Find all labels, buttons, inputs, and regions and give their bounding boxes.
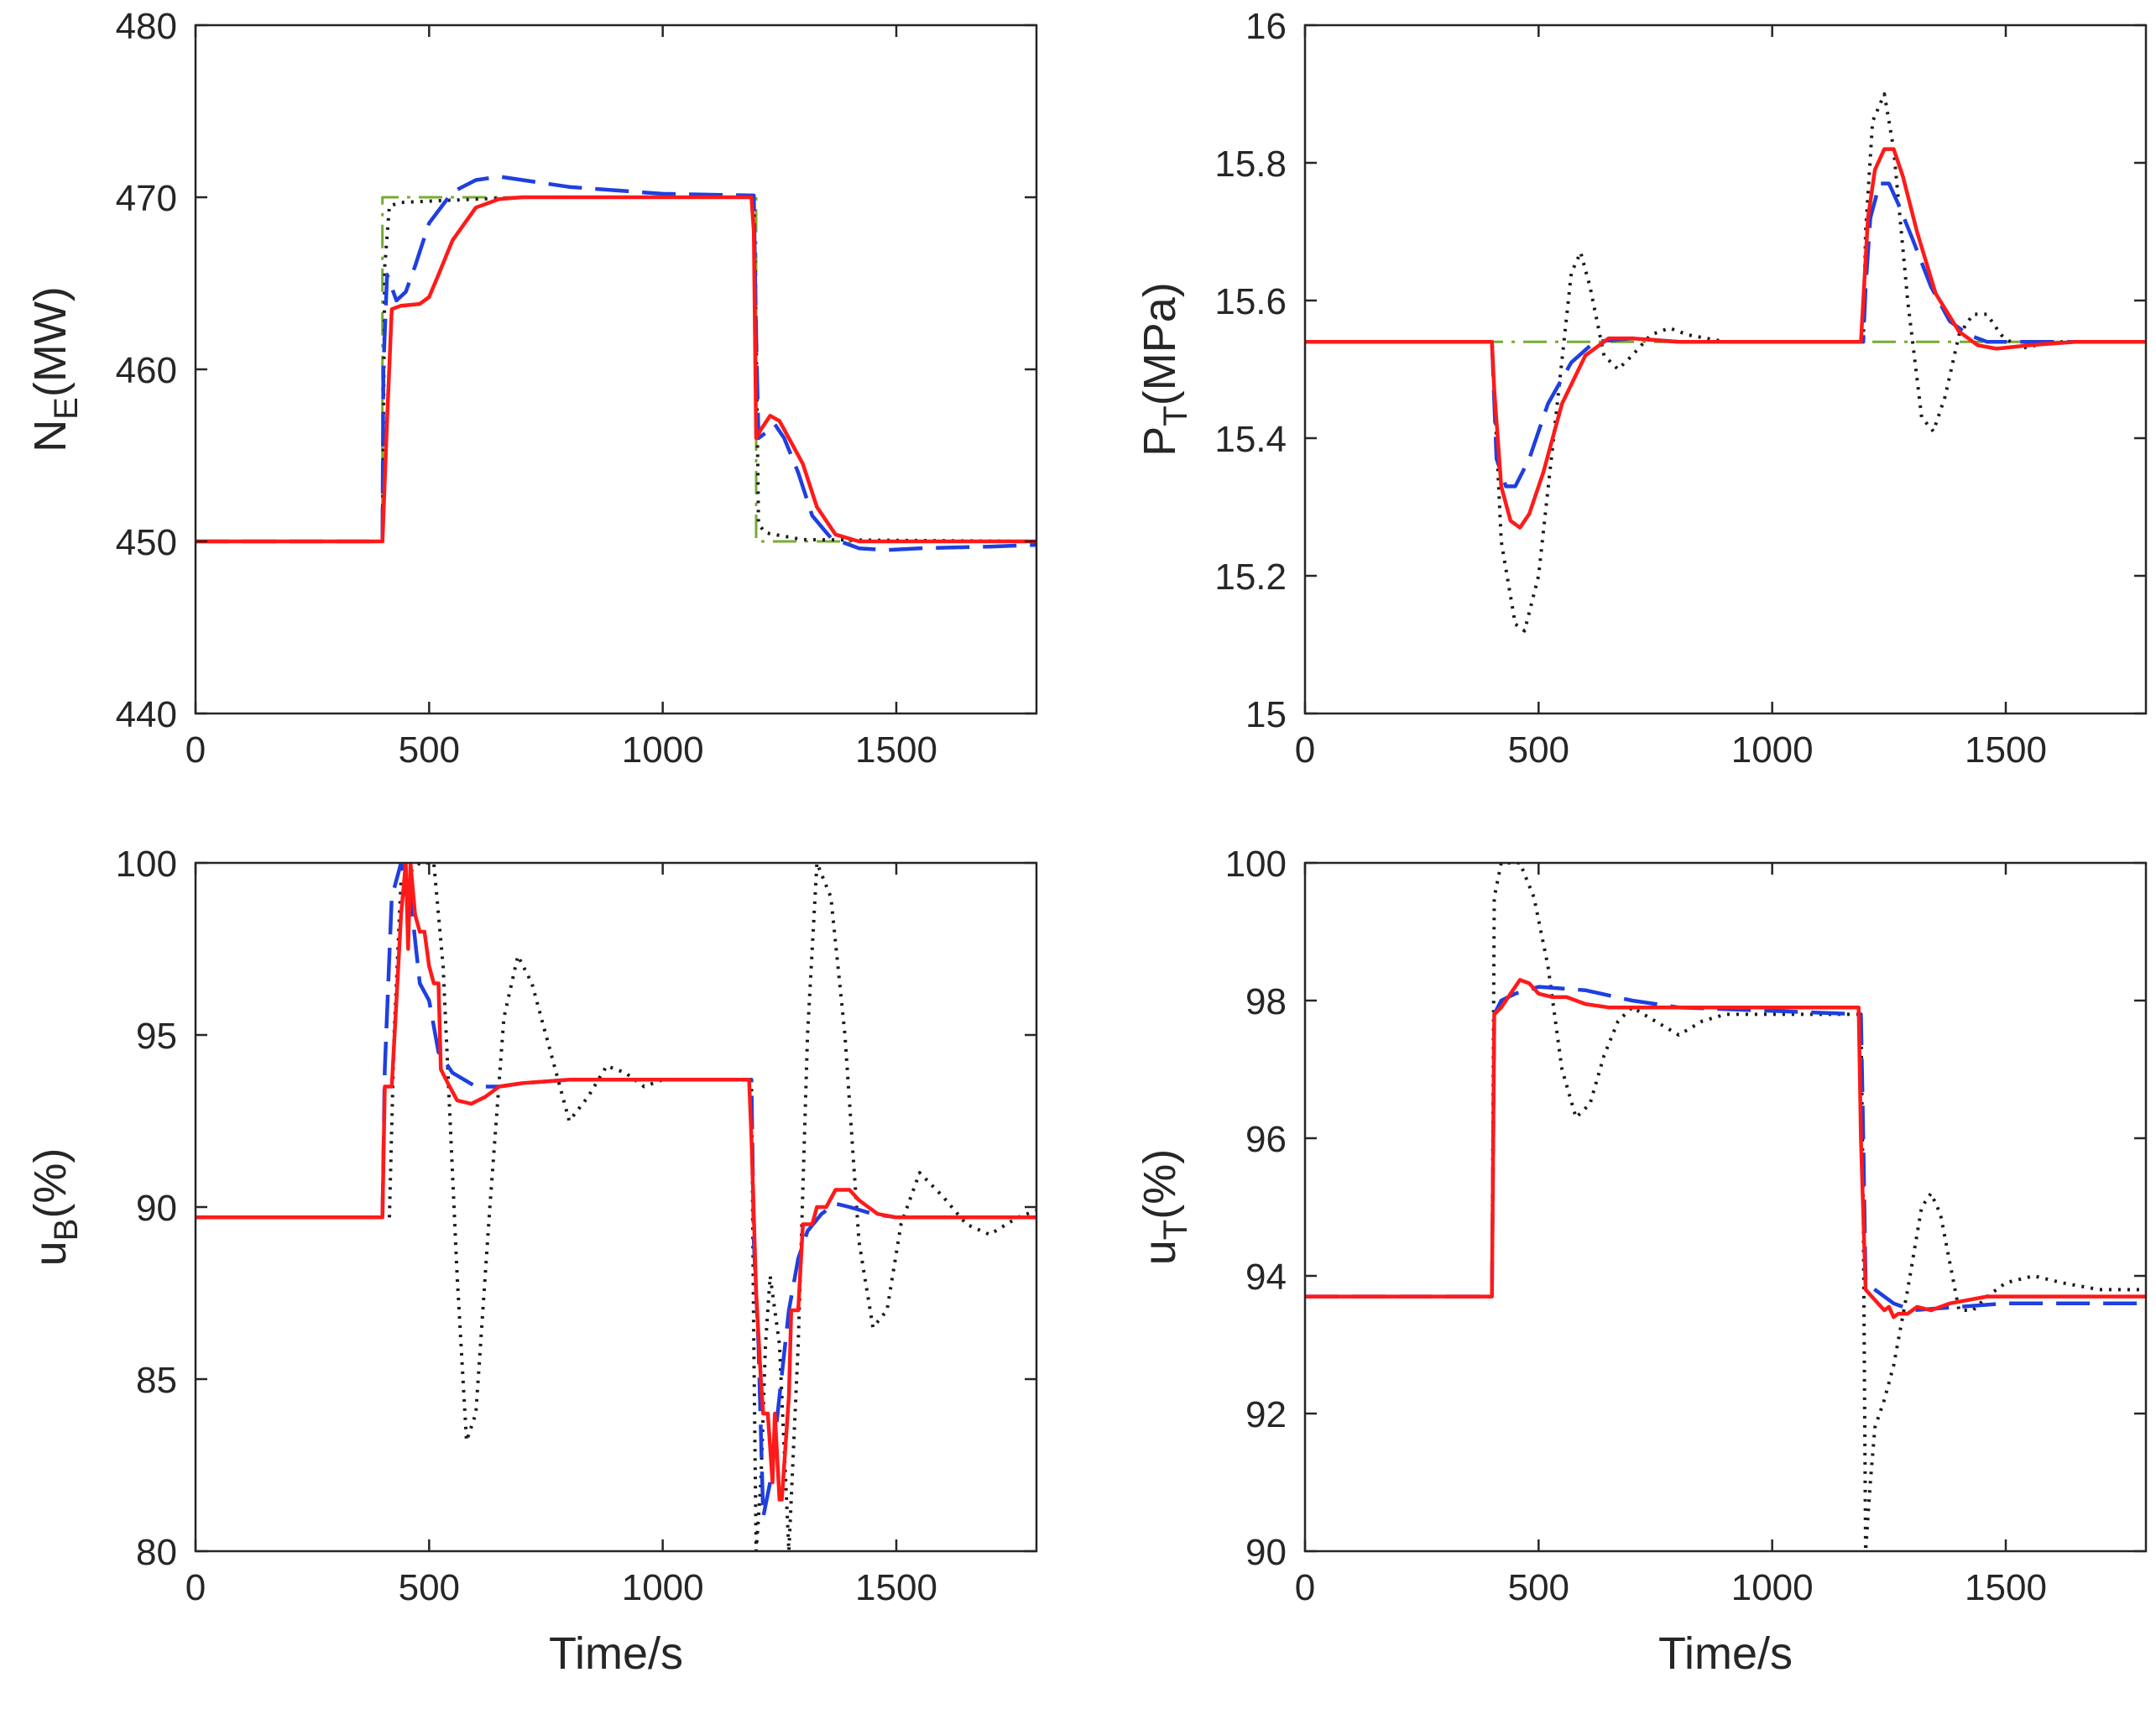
panel-pt-ytick-label: 15.2 <box>1214 557 1287 598</box>
panel-pt-ylabel-sub: T <box>1157 405 1194 426</box>
panel-ut-ytick-label: 94 <box>1245 1257 1287 1298</box>
panel-ut-ylabel-sub: T <box>1157 1220 1194 1240</box>
panel-ne-ylabel-rest: (MW) <box>25 286 76 397</box>
panel-ut: 0 500 1000 1500 90 92 94 96 98 100 uT(%) Time/s <box>1135 844 2148 1679</box>
panel-ub-ylabel-main: u <box>25 1241 76 1266</box>
panel-ut-ytick-label: 98 <box>1245 981 1287 1022</box>
panel-pt-ytick-label: 15.6 <box>1214 281 1287 322</box>
panel-ub-xtick-label: 0 <box>185 1567 206 1608</box>
panel-pt-ytick-label: 15.4 <box>1214 419 1287 460</box>
panel-ub-xtick-label: 500 <box>399 1567 460 1608</box>
panel-ne-xtick-label: 1500 <box>855 729 937 771</box>
panel-ub-ylabel-sub: B <box>48 1219 85 1241</box>
panel-ne-xtick-label: 0 <box>185 729 206 771</box>
panel-ub-series-controller-solid <box>196 863 1036 1502</box>
panel-ne-ytick-label: 480 <box>116 6 177 47</box>
panel-ut-xtick-label: 0 <box>1295 1567 1315 1608</box>
panel-ne-ytick-label: 460 <box>116 350 177 391</box>
panel-ne-series-controller-dotted <box>196 196 1036 543</box>
panel-ut-xtick-label: 500 <box>1508 1567 1569 1608</box>
panel-pt-ylabel-main: P <box>1135 426 1185 457</box>
panel-pt-ylabel: PT(MPa) <box>1135 282 1194 456</box>
panel-pt-xtick-label: 0 <box>1295 729 1315 771</box>
panel-ne-ytick-label: 470 <box>116 178 177 219</box>
panel-ub-plot <box>196 863 1036 1551</box>
panel-pt-ytick-label: 16 <box>1245 6 1287 47</box>
panel-ut-series-controller-solid <box>1305 978 2146 1320</box>
panel-ut-ytick-label: 90 <box>1245 1532 1287 1573</box>
panel-ub-ytick-label: 95 <box>136 1016 177 1057</box>
panel-ub-xtick-label: 1500 <box>855 1567 937 1608</box>
panel-ub-ytick-label: 100 <box>116 844 177 885</box>
panel-pt-series-controller-solid <box>1305 147 2146 530</box>
panel-ut-xtick-label: 1500 <box>1965 1567 2047 1608</box>
panel-pt-ytick-label: 15.8 <box>1214 144 1287 185</box>
panel-ut-ytick-label: 92 <box>1245 1394 1287 1435</box>
panel-ut-xtick-label: 1000 <box>1731 1567 1814 1608</box>
panel-ub-xlabel: Time/s <box>549 1628 683 1679</box>
panel-ut-ylabel-rest: (%) <box>1135 1149 1185 1220</box>
panel-ut-xlabel: Time/s <box>1658 1628 1793 1679</box>
panel-ut-frame <box>1303 861 2148 1553</box>
panel-pt-ticks: 0 500 1000 1500 15 15.2 15.4 15.6 15.8 16 <box>1214 6 2146 771</box>
panel-ne-series-controller-solid <box>196 195 1036 544</box>
panel-ut-series-controller-dashed <box>1305 985 2146 1313</box>
panel-ne-ytick-label: 450 <box>116 522 177 563</box>
panel-ut-ticks: 0 500 1000 1500 90 92 94 96 98 100 <box>1225 844 2146 1608</box>
panel-ne: 0 500 1000 1500 440 450 460 470 480 NE(MW) <box>25 6 1038 771</box>
panel-pt-xtick-label: 500 <box>1508 729 1569 771</box>
panel-pt-series-controller-dashed <box>1305 181 2146 489</box>
panel-pt: 0 500 1000 1500 15 15.2 15.4 15.6 15.8 16 PT(MPa) <box>1135 6 2148 771</box>
panel-ub-ytick-label: 80 <box>136 1532 177 1573</box>
panel-pt-xtick-label: 1000 <box>1731 729 1814 771</box>
panel-ut-plot <box>1305 863 2146 1551</box>
panel-ub-ytick-label: 90 <box>136 1188 177 1229</box>
panel-pt-xtick-label: 1500 <box>1965 729 2047 771</box>
panel-ub-ylabel: uB(%) <box>25 1148 85 1267</box>
panel-ne-ylabel-main: N <box>25 420 76 452</box>
panel-ne-ylabel-sub: E <box>48 397 85 420</box>
panel-pt-frame <box>1303 24 2148 715</box>
panel-ne-series-controller-dashed <box>196 175 1036 552</box>
panel-pt-plot <box>1305 92 2146 633</box>
panel-ut-ylabel-main: u <box>1135 1240 1185 1265</box>
panel-pt-ytick-label: 15 <box>1245 694 1287 735</box>
panel-ne-plot <box>196 175 1036 552</box>
panel-ut-ytick-label: 100 <box>1225 844 1287 885</box>
panel-ne-xtick-label: 1000 <box>622 729 704 771</box>
panel-ub-xtick-label: 1000 <box>622 1567 704 1608</box>
panel-ub-ytick-label: 85 <box>136 1360 177 1401</box>
panel-ut-ytick-label: 96 <box>1245 1119 1287 1160</box>
panel-ut-ylabel: uT(%) <box>1135 1149 1194 1265</box>
panel-ub-ylabel-rest: (%) <box>25 1148 76 1219</box>
panel-ub: 0 500 1000 1500 80 85 90 95 100 uB(%) Time/s <box>25 844 1038 1679</box>
panel-ne-ytick-label: 440 <box>116 694 177 735</box>
panel-pt-ylabel-rest: (MPa) <box>1135 282 1185 405</box>
panel-ne-ticks: 0 500 1000 1500 440 450 460 470 480 <box>116 6 1036 771</box>
panel-ub-ticks: 0 500 1000 1500 80 85 90 95 100 <box>116 844 1036 1608</box>
panel-ne-xtick-label: 500 <box>399 729 460 771</box>
panel-ne-ylabel: NE(MW) <box>25 286 85 452</box>
